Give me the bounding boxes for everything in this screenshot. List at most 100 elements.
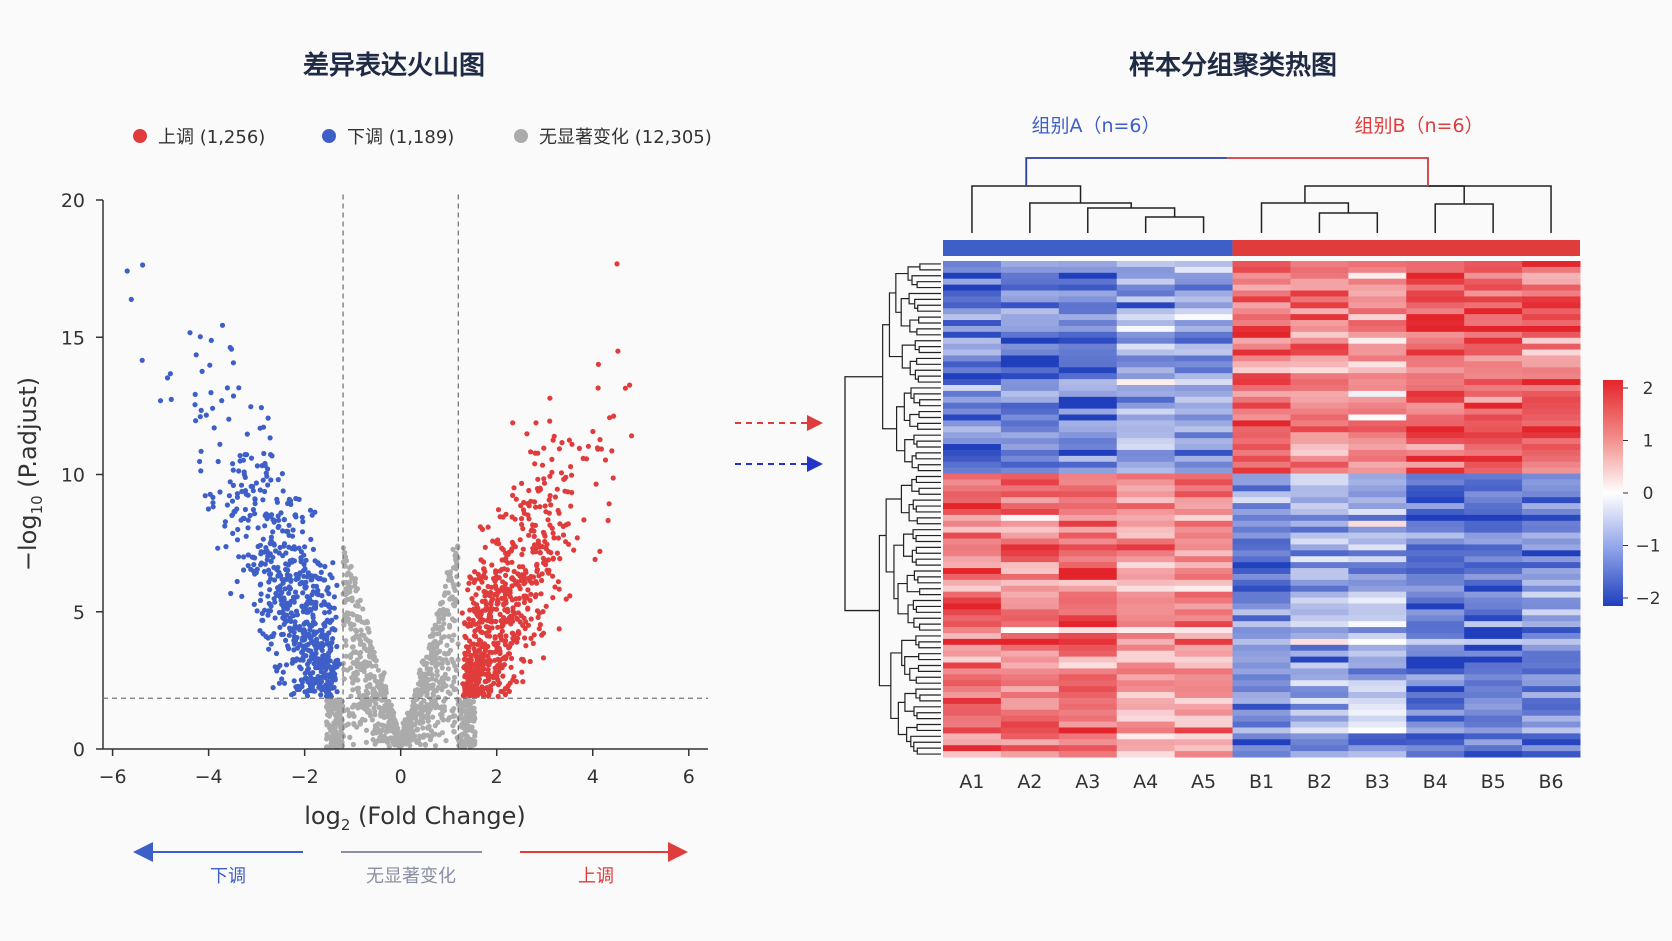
volcano-point [412, 733, 418, 739]
row-dendrogram-link [917, 304, 941, 312]
volcano-point [353, 603, 359, 609]
volcano-point [479, 684, 485, 690]
heatmap-cell [1522, 503, 1581, 510]
volcano-point [533, 420, 539, 426]
heatmap-cell [1406, 385, 1465, 392]
volcano-point [609, 448, 615, 454]
heatmap-cell [1232, 550, 1291, 557]
heatmap-cell [943, 692, 1002, 699]
heatmap-cell [1522, 408, 1581, 416]
x-tick-label: 0 [395, 766, 407, 788]
volcano-point [469, 596, 475, 602]
volcano-point [203, 412, 209, 418]
volcano-point [503, 572, 509, 579]
heatmap-cell [1464, 674, 1523, 681]
volcano-point [556, 446, 563, 452]
heatmap-cell [1348, 467, 1407, 475]
volcano-point [308, 536, 314, 543]
heatmap-cell [1522, 361, 1581, 368]
heatmap-cell [1058, 390, 1118, 398]
volcano-point [563, 539, 569, 545]
row-dendrogram-link [907, 266, 920, 281]
heatmap-cell [1116, 703, 1176, 711]
heatmap-cell [1348, 361, 1407, 368]
heatmap-cell [1116, 367, 1176, 374]
volcano-point [467, 607, 473, 613]
heatmap-cell [1290, 426, 1349, 433]
heatmap-cell [1406, 591, 1465, 599]
heatmap-cell [1406, 296, 1465, 303]
heatmap-cell [1522, 532, 1581, 540]
volcano-point [269, 453, 275, 459]
heatmap-cell [1232, 420, 1291, 427]
heatmap-cell [1174, 650, 1234, 658]
heatmap-cell [1406, 550, 1465, 557]
heatmap-cell [1464, 449, 1523, 457]
heatmap-cell [1232, 674, 1291, 681]
heatmap-cell [1464, 337, 1523, 345]
volcano-point [283, 566, 289, 573]
heatmap-cell [943, 556, 1002, 563]
volcano-point [210, 405, 216, 411]
volcano-point [440, 616, 446, 622]
heatmap-cell [1290, 526, 1349, 534]
heatmap-cell [1058, 361, 1118, 368]
heatmap-cell [1058, 686, 1118, 693]
heatmap-cell [1348, 438, 1407, 445]
volcano-point [622, 385, 629, 391]
heatmap-cell [1232, 520, 1291, 528]
volcano-point [260, 477, 266, 483]
heatmap-cell [943, 479, 1002, 486]
heatmap-cell [1058, 308, 1118, 315]
volcano-point [276, 550, 282, 556]
volcano-point [324, 734, 330, 740]
volcano-point [488, 599, 494, 605]
heatmap-cell [1406, 692, 1465, 699]
heatmap-cell [943, 449, 1002, 457]
volcano-point [459, 610, 465, 616]
heatmap-cell [1522, 585, 1581, 593]
volcano-point [332, 664, 338, 670]
volcano-point [217, 441, 223, 447]
heatmap-cell [943, 349, 1002, 356]
volcano-point [383, 713, 389, 719]
volcano-direction-arrows: 下调 无显著变化 上调 [133, 842, 688, 887]
heatmap-cell [1174, 290, 1234, 297]
heatmap-cell [1406, 662, 1465, 669]
volcano-point [524, 431, 530, 437]
volcano-point [545, 517, 551, 523]
row-dendrogram-link [917, 464, 941, 472]
volcano-point [466, 580, 472, 586]
heatmap-cell [1232, 343, 1291, 351]
heatmap-cell [1406, 444, 1465, 451]
volcano-point [365, 690, 371, 696]
volcano-point [547, 395, 553, 401]
volcano-point [502, 581, 508, 587]
volcano-point [555, 535, 562, 541]
heatmap-cell [1058, 709, 1118, 717]
heatmap-cell [1232, 261, 1291, 268]
heatmap-cell [1348, 627, 1407, 634]
heatmap-cell [1232, 680, 1291, 687]
heatmap-cell [1348, 686, 1407, 693]
heatmap-cell [1290, 373, 1349, 380]
heatmap-cell [1058, 514, 1118, 522]
heatmap-cell [1000, 751, 1060, 758]
heatmap-cell [1232, 455, 1291, 463]
volcano-point [556, 626, 562, 632]
volcano-point [296, 572, 302, 578]
row-dendrogram-link [910, 735, 941, 748]
heatmap-cell [1000, 479, 1060, 486]
volcano-point [312, 573, 318, 579]
row-dendrogram-link [900, 298, 910, 327]
volcano-point [560, 532, 567, 538]
volcano-point [447, 624, 453, 630]
volcano-point [241, 554, 247, 560]
heatmap-cell [1174, 544, 1234, 551]
volcano-point [499, 688, 505, 694]
volcano-point [453, 667, 459, 673]
heatmap-cell [1116, 420, 1176, 427]
heatmap-cell [1406, 638, 1465, 646]
volcano-point [547, 493, 553, 499]
colorbar-tick-label: −1 [1635, 537, 1660, 557]
